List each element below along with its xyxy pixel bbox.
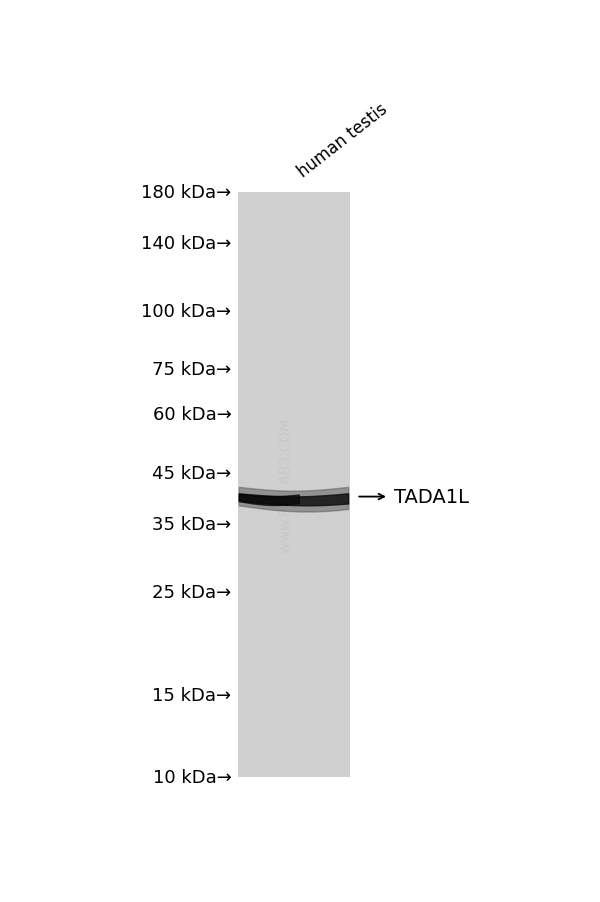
Text: 140 kDa→: 140 kDa→ (141, 235, 232, 253)
Text: 60 kDa→: 60 kDa→ (152, 406, 232, 424)
Text: 180 kDa→: 180 kDa→ (142, 184, 232, 202)
Text: 45 kDa→: 45 kDa→ (152, 465, 232, 483)
Text: 35 kDa→: 35 kDa→ (152, 515, 232, 533)
Text: 10 kDa→: 10 kDa→ (152, 769, 232, 787)
Bar (238, 193, 350, 778)
Polygon shape (239, 494, 349, 506)
Polygon shape (239, 494, 299, 506)
Text: www.PTG AB3.COM: www.PTG AB3.COM (279, 419, 293, 552)
Text: human testis: human testis (295, 100, 391, 181)
Text: TADA1L: TADA1L (394, 488, 469, 507)
Text: 100 kDa→: 100 kDa→ (142, 303, 232, 321)
Polygon shape (239, 488, 349, 512)
Text: 15 kDa→: 15 kDa→ (152, 686, 232, 704)
Text: 25 kDa→: 25 kDa→ (152, 583, 232, 601)
Text: 75 kDa→: 75 kDa→ (152, 361, 232, 379)
